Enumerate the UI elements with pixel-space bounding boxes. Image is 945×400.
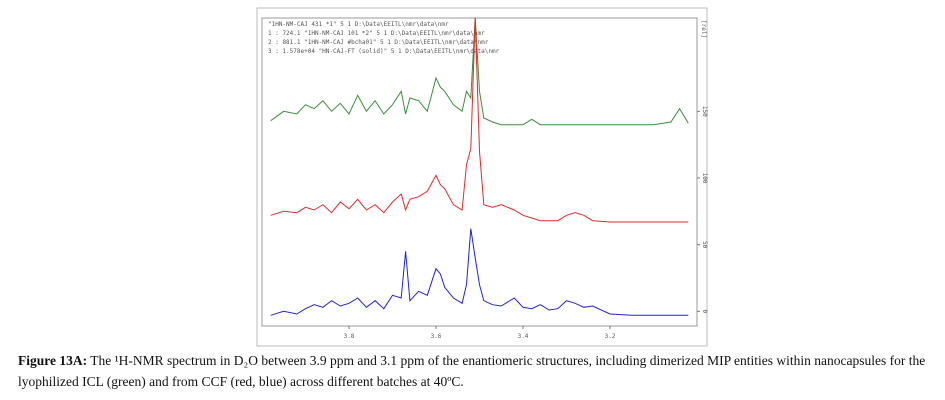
spectrum-line — [270, 17, 689, 223]
y-tick-label: 0 — [701, 310, 708, 314]
plot-frame — [261, 17, 698, 327]
x-tick-label: 3.4 — [518, 333, 529, 340]
header-line: 1 : 724.1 "1HN-NM-CAJ 101 *2" 5 1 D:\Dat… — [268, 30, 485, 37]
figure: [rel] "1HN-NM-CAJ 431 *1" 5 1 D:\Data\EE… — [256, 7, 708, 347]
y-tick-label: 150 — [701, 106, 708, 117]
caption-text: The ¹H-NMR spectrum in D₂O between 3.9 p… — [18, 353, 926, 389]
y-axis-label: [rel] — [700, 20, 707, 38]
caption-label: Figure 13A: — [18, 353, 88, 368]
header-line: 3 : 1.578e+04 "HN-CAJ-FT (solid)" 5 1 D:… — [268, 48, 500, 55]
caption: Figure 13A: The ¹H-NMR spectrum in D₂O b… — [18, 350, 930, 392]
spectrum-line — [270, 17, 689, 126]
header-line: 2 : 881.1 "1HN-NM-CAJ #bcha01" 5 1 D:\Da… — [268, 39, 489, 46]
header-line: "1HN-NM-CAJ 431 *1" 5 1 D:\Data\EEITL\nm… — [268, 21, 449, 28]
spectrum-line — [270, 228, 689, 316]
y-tick-label: 50 — [701, 241, 708, 249]
x-tick-label: 3.8 — [344, 333, 355, 340]
x-tick-label: 3.6 — [431, 333, 442, 340]
x-tick-label: 3.2 — [605, 333, 616, 340]
y-tick-label: 100 — [701, 173, 708, 184]
